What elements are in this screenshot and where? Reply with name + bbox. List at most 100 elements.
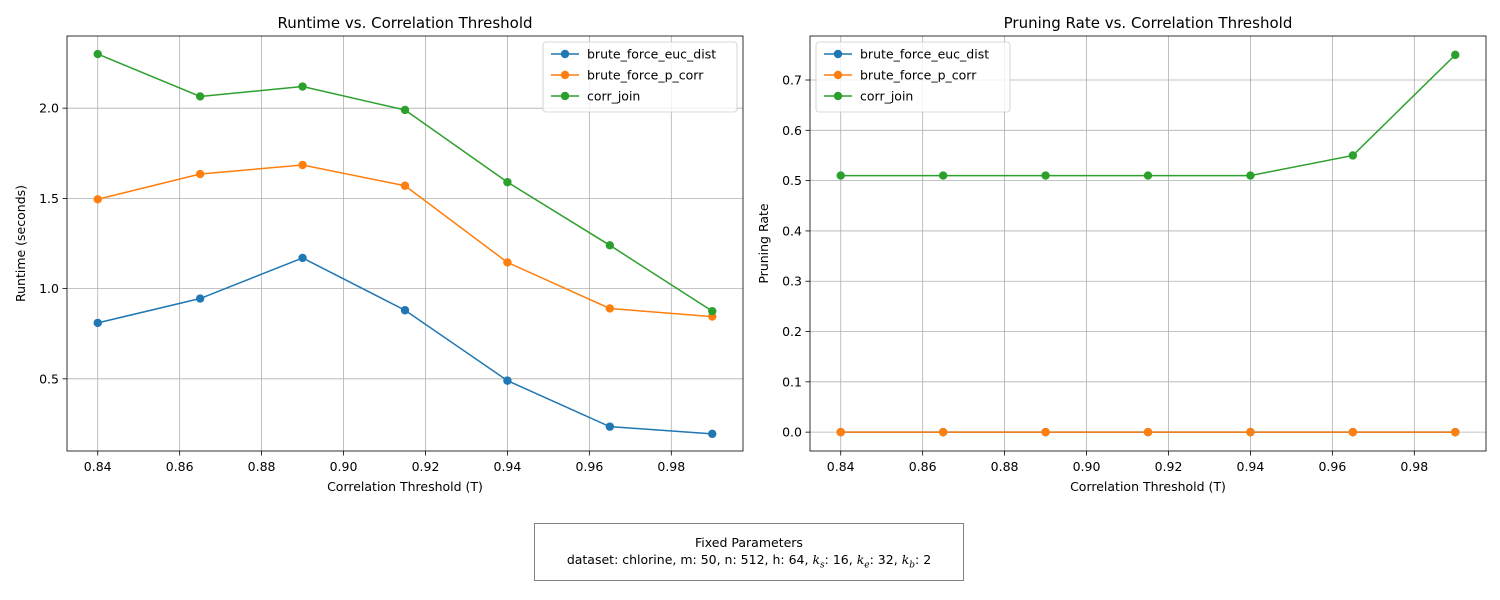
y-tick-label: 2.0 xyxy=(39,101,59,116)
x-tick-label: 0.86 xyxy=(166,459,194,474)
y-tick-label: 0.6 xyxy=(782,123,802,138)
data-point-corr-join xyxy=(1451,50,1460,60)
x-tick-label: 0.84 xyxy=(84,459,112,474)
ks-symbol: k xyxy=(812,552,821,567)
legend-item: brute_force_p_corr xyxy=(551,68,704,83)
legend-label: corr_join xyxy=(587,89,640,104)
y-tick-label: 0.0 xyxy=(782,425,802,440)
series-brute-force-p-corr xyxy=(93,160,717,321)
x-tick-label: 0.90 xyxy=(1073,459,1101,474)
legend-swatch-marker xyxy=(560,70,570,80)
data-point-brute-force-p-corr xyxy=(836,427,845,437)
legend-swatch-marker xyxy=(560,49,570,59)
chart-title: Pruning Rate vs. Correlation Threshold xyxy=(1004,14,1293,32)
legend-swatch-marker xyxy=(560,91,570,101)
data-point-brute-force-euc-dist xyxy=(298,253,307,263)
data-point-corr-join xyxy=(195,92,205,101)
y-tick-label: 0.5 xyxy=(39,371,59,386)
legend-frame xyxy=(815,41,1011,113)
x-axis-label: Correlation Threshold (T) xyxy=(327,479,483,494)
x-tick-label: 0.96 xyxy=(575,459,603,474)
runtime-chart: 0.84 0.86 0.88 0.90 0.92 0.94 0.96 0.98 0.5 1.0 1.… xyxy=(13,14,744,494)
series-brute-force-p-corr xyxy=(836,427,1460,437)
ke-subscript: e xyxy=(864,560,870,571)
y-tick-label: 0.7 xyxy=(782,73,802,88)
y-tick-label: 0.1 xyxy=(782,374,802,389)
series-brute-force-euc-dist xyxy=(93,253,717,439)
y-axis-label: Pruning Rate xyxy=(756,203,771,284)
legend-label: brute_force_euc_dist xyxy=(587,47,716,62)
legend-swatch-marker xyxy=(833,91,843,101)
data-point-corr-join xyxy=(605,241,615,250)
x-tick-label: 0.88 xyxy=(991,459,1019,474)
data-point-brute-force-p-corr xyxy=(93,195,102,204)
legend-label: brute_force_p_corr xyxy=(587,68,704,83)
data-point-corr-join xyxy=(836,171,845,180)
y-axis-label: Runtime (seconds) xyxy=(13,185,28,302)
fixed-parameters-values: dataset: chlorine, m: 50, n: 512, h: 64,… xyxy=(535,551,963,575)
data-point-corr-join xyxy=(1143,171,1153,180)
data-point-brute-force-euc-dist xyxy=(503,376,512,385)
legend-label: brute_force_euc_dist xyxy=(860,47,989,62)
legend-item: corr_join xyxy=(824,89,913,104)
data-point-brute-force-p-corr xyxy=(503,258,512,267)
x-tick-label: 0.90 xyxy=(330,459,358,474)
kb-value: : 2 xyxy=(915,552,932,567)
x-tick-label: 0.94 xyxy=(1237,459,1265,474)
data-point-brute-force-p-corr xyxy=(195,169,205,179)
x-axis-label: Correlation Threshold (T) xyxy=(1070,479,1226,494)
data-point-brute-force-euc-dist xyxy=(400,306,410,315)
pruning-rate-chart: 0.84 0.86 0.88 0.90 0.92 0.94 0.96 0.98 0.0 0.1 0.… xyxy=(756,14,1487,494)
ke-symbol: k xyxy=(856,552,865,567)
x-tick-label: 0.92 xyxy=(1155,459,1183,474)
legend-label: corr_join xyxy=(860,89,913,104)
x-tick-label: 0.98 xyxy=(657,459,685,474)
data-point-brute-force-p-corr xyxy=(1143,427,1153,437)
x-tick-label: 0.96 xyxy=(1318,459,1346,474)
legend-item: corr_join xyxy=(551,89,640,104)
y-tick-label: 1.0 xyxy=(39,281,59,296)
y-tick-label: 0.4 xyxy=(782,223,802,238)
data-point-corr-join xyxy=(298,82,307,91)
data-point-corr-join xyxy=(1348,151,1358,160)
chart-title: Runtime vs. Correlation Threshold xyxy=(277,14,532,32)
legend: brute_force_euc_dist brute_force_p_corrco… xyxy=(815,41,1011,113)
fixed-parameters-box: Fixed Parameters dataset: chlorine, m: 5… xyxy=(534,523,964,581)
fixed-parameters-title: Fixed Parameters xyxy=(695,535,803,550)
data-point-brute-force-euc-dist xyxy=(708,429,717,439)
y-tick-label: 0.5 xyxy=(782,173,802,188)
data-point-corr-join xyxy=(1246,171,1255,180)
series-line-brute-force-euc-dist xyxy=(97,257,713,435)
data-point-brute-force-p-corr xyxy=(1451,427,1460,437)
legend-swatch-marker xyxy=(833,70,843,80)
x-tick-label: 0.86 xyxy=(909,459,937,474)
ke-value: : 32, xyxy=(869,552,898,567)
x-tick-label: 0.88 xyxy=(248,459,276,474)
data-point-corr-join xyxy=(708,306,717,316)
ks-subscript: s xyxy=(820,560,825,571)
legend-item: brute_force_euc_dist xyxy=(824,47,989,62)
x-tick-label: 0.94 xyxy=(494,459,522,474)
data-point-brute-force-p-corr xyxy=(605,304,615,313)
y-tick-label: 0.3 xyxy=(782,274,802,289)
data-point-corr-join xyxy=(938,171,948,180)
data-point-brute-force-euc-dist xyxy=(93,318,102,328)
data-point-brute-force-p-corr xyxy=(1041,427,1050,437)
x-tick-label: 0.98 xyxy=(1400,459,1428,474)
grid xyxy=(67,36,743,451)
data-point-corr-join xyxy=(93,49,102,59)
data-point-brute-force-p-corr xyxy=(400,181,410,190)
data-point-corr-join xyxy=(400,105,410,115)
legend-swatch-marker xyxy=(833,49,843,59)
x-tick-label: 0.92 xyxy=(412,459,440,474)
data-point-brute-force-p-corr xyxy=(1348,427,1358,437)
legend-item: brute_force_euc_dist xyxy=(551,47,716,62)
data-point-brute-force-p-corr xyxy=(298,160,307,170)
legend-item: brute_force_p_corr xyxy=(824,68,977,83)
y-tick-label: 0.2 xyxy=(782,324,802,339)
kb-symbol: k xyxy=(901,552,910,567)
data-point-brute-force-euc-dist xyxy=(605,422,615,431)
axes-frame xyxy=(809,35,1487,452)
series-corr-join xyxy=(836,50,1460,180)
